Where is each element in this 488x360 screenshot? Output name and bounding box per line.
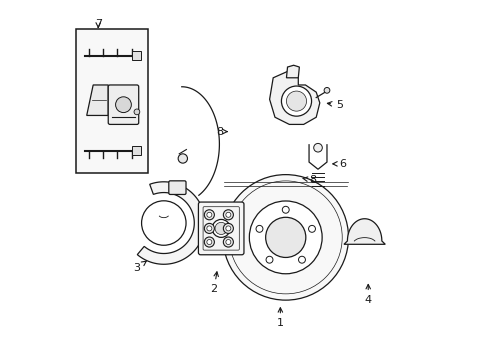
Circle shape bbox=[249, 201, 322, 274]
Circle shape bbox=[142, 201, 185, 245]
FancyBboxPatch shape bbox=[203, 207, 239, 250]
Bar bbox=[76, 30, 147, 173]
Circle shape bbox=[204, 210, 214, 220]
FancyBboxPatch shape bbox=[132, 132, 145, 145]
Circle shape bbox=[223, 237, 233, 247]
Circle shape bbox=[204, 237, 214, 247]
Circle shape bbox=[225, 226, 230, 231]
Polygon shape bbox=[343, 219, 385, 244]
Circle shape bbox=[265, 256, 272, 263]
Polygon shape bbox=[86, 85, 108, 116]
Text: 3: 3 bbox=[133, 261, 146, 273]
Text: 1: 1 bbox=[276, 308, 283, 328]
Circle shape bbox=[134, 109, 140, 115]
FancyBboxPatch shape bbox=[131, 146, 140, 155]
Text: 7: 7 bbox=[95, 19, 102, 29]
FancyBboxPatch shape bbox=[168, 181, 185, 194]
Circle shape bbox=[115, 97, 131, 113]
Circle shape bbox=[256, 225, 263, 232]
Circle shape bbox=[229, 181, 342, 294]
Circle shape bbox=[206, 239, 211, 244]
Circle shape bbox=[286, 91, 306, 111]
Polygon shape bbox=[286, 65, 299, 78]
Circle shape bbox=[223, 175, 348, 300]
Polygon shape bbox=[137, 182, 204, 264]
Circle shape bbox=[281, 86, 311, 116]
Text: 5: 5 bbox=[327, 100, 342, 110]
Polygon shape bbox=[269, 71, 319, 125]
Circle shape bbox=[178, 154, 187, 163]
Circle shape bbox=[225, 239, 230, 244]
Text: 4: 4 bbox=[364, 284, 371, 305]
Circle shape bbox=[223, 224, 233, 233]
Circle shape bbox=[313, 143, 322, 152]
Circle shape bbox=[212, 220, 230, 237]
Circle shape bbox=[265, 217, 305, 257]
FancyBboxPatch shape bbox=[131, 51, 140, 60]
Text: 8: 8 bbox=[216, 127, 227, 136]
Text: 8: 8 bbox=[303, 175, 316, 185]
Circle shape bbox=[282, 206, 288, 213]
Circle shape bbox=[308, 225, 315, 232]
Text: 2: 2 bbox=[210, 272, 218, 294]
FancyBboxPatch shape bbox=[108, 85, 139, 125]
Circle shape bbox=[225, 212, 230, 217]
Circle shape bbox=[223, 210, 233, 220]
Circle shape bbox=[206, 212, 211, 217]
Circle shape bbox=[298, 256, 305, 263]
FancyBboxPatch shape bbox=[198, 202, 244, 255]
Circle shape bbox=[204, 224, 214, 233]
Circle shape bbox=[215, 222, 227, 234]
Circle shape bbox=[206, 226, 211, 231]
Circle shape bbox=[324, 87, 329, 93]
Text: 6: 6 bbox=[332, 159, 346, 169]
